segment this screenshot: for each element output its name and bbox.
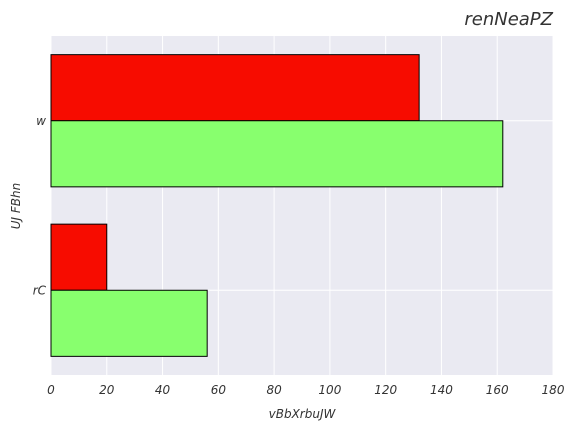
y-tick-label: w <box>36 114 46 128</box>
bar <box>50 120 504 188</box>
chart-title: renNeaPZ <box>464 9 553 30</box>
x-tick-label: 20 <box>99 383 115 397</box>
x-axis-label: vBbXrbuJW <box>269 407 337 421</box>
y-tick-label: rC <box>33 283 47 297</box>
x-tick-label: 80 <box>266 383 282 397</box>
x-tick-label: 60 <box>211 383 227 397</box>
x-tick-label: 0 <box>47 383 55 397</box>
x-tick-label: 100 <box>318 383 341 397</box>
x-axis-ticks: 0 20 40 60 80 100 120 140 160 180 <box>47 383 565 397</box>
bar <box>50 223 108 291</box>
x-tick-label: 40 <box>155 383 171 397</box>
x-tick-label: 180 <box>542 383 565 397</box>
bars <box>50 54 504 357</box>
bar <box>50 54 420 122</box>
x-tick-label: 160 <box>486 383 509 397</box>
y-axis-label: UJ FBhn <box>9 183 23 229</box>
y-axis-ticks: w rC <box>33 114 47 298</box>
bar <box>50 289 208 357</box>
x-tick-label: 120 <box>374 383 397 397</box>
x-tick-label: 140 <box>430 383 453 397</box>
